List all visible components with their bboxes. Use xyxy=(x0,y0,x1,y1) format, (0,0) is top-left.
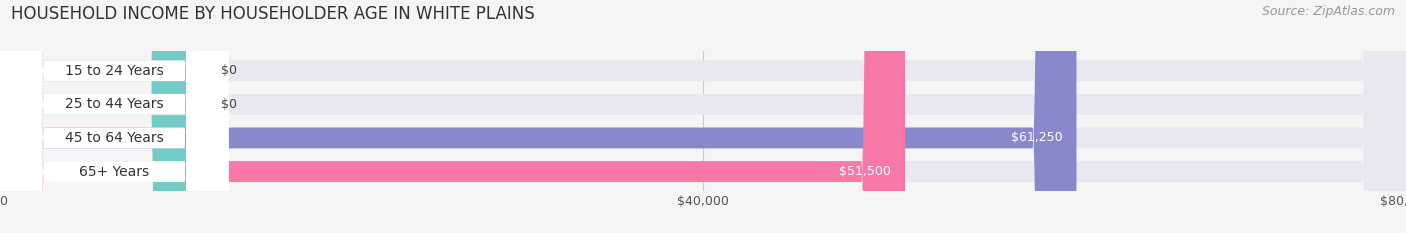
Text: Source: ZipAtlas.com: Source: ZipAtlas.com xyxy=(1261,5,1395,18)
Text: HOUSEHOLD INCOME BY HOUSEHOLDER AGE IN WHITE PLAINS: HOUSEHOLD INCOME BY HOUSEHOLDER AGE IN W… xyxy=(11,5,536,23)
FancyBboxPatch shape xyxy=(0,0,228,233)
FancyBboxPatch shape xyxy=(0,0,1077,233)
Text: $0: $0 xyxy=(221,98,236,111)
FancyBboxPatch shape xyxy=(0,0,194,233)
FancyBboxPatch shape xyxy=(0,0,194,233)
FancyBboxPatch shape xyxy=(0,0,228,233)
FancyBboxPatch shape xyxy=(0,0,228,233)
Text: 15 to 24 Years: 15 to 24 Years xyxy=(65,64,163,78)
Text: $51,500: $51,500 xyxy=(839,165,891,178)
Text: $61,250: $61,250 xyxy=(1011,131,1063,144)
Text: 45 to 64 Years: 45 to 64 Years xyxy=(65,131,163,145)
Text: 65+ Years: 65+ Years xyxy=(79,164,149,178)
Text: 25 to 44 Years: 25 to 44 Years xyxy=(65,97,163,111)
Text: $0: $0 xyxy=(221,64,236,77)
FancyBboxPatch shape xyxy=(0,0,228,233)
FancyBboxPatch shape xyxy=(0,0,905,233)
